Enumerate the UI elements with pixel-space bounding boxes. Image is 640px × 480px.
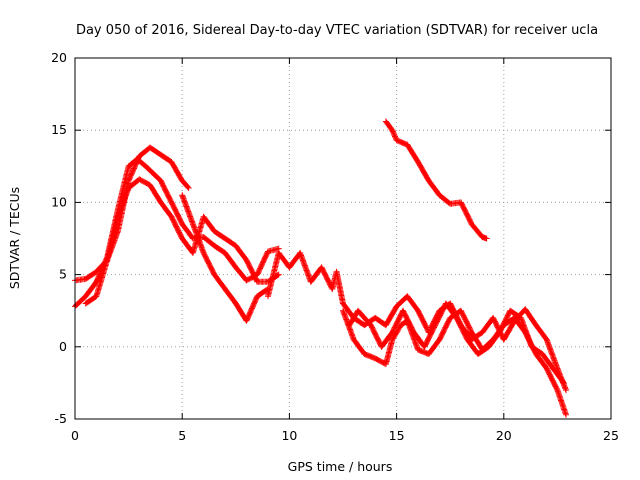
grid-lines [75, 58, 611, 419]
data-point-markers [179, 192, 271, 324]
data-point-markers [382, 118, 490, 242]
data-markers [72, 118, 569, 418]
x-tick-label: 10 [281, 428, 297, 443]
y-tick-label: 10 [51, 194, 67, 209]
y-tick-label: -5 [55, 411, 67, 426]
x-tick-label: 5 [178, 428, 186, 443]
series-track-4 [179, 192, 271, 324]
y-axis-label: SDTVAR / TECUs [7, 187, 22, 289]
axis-ticks: 0 5 10 15 20 25 -5 0 5 10 15 20 [51, 50, 619, 443]
x-tick-label: 25 [603, 428, 619, 443]
y-tick-label: 20 [51, 50, 67, 65]
x-tick-label: 0 [71, 428, 79, 443]
y-tick-label: 15 [51, 122, 67, 137]
y-tick-label: 5 [59, 267, 67, 282]
y-tick-label: 0 [59, 339, 67, 354]
data-point-markers [82, 176, 282, 307]
x-tick-label: 15 [389, 428, 405, 443]
x-axis-label: GPS time / hours [288, 459, 393, 474]
series-track-8 [382, 118, 490, 242]
chart-title: Day 050 of 2016, Sidereal Day-to-day VTE… [76, 23, 598, 38]
plot-frame [74, 57, 612, 420]
data-point-markers [346, 300, 567, 386]
series-track-7 [346, 300, 567, 386]
series-track-3 [82, 176, 282, 307]
x-tick-label: 20 [496, 428, 512, 443]
